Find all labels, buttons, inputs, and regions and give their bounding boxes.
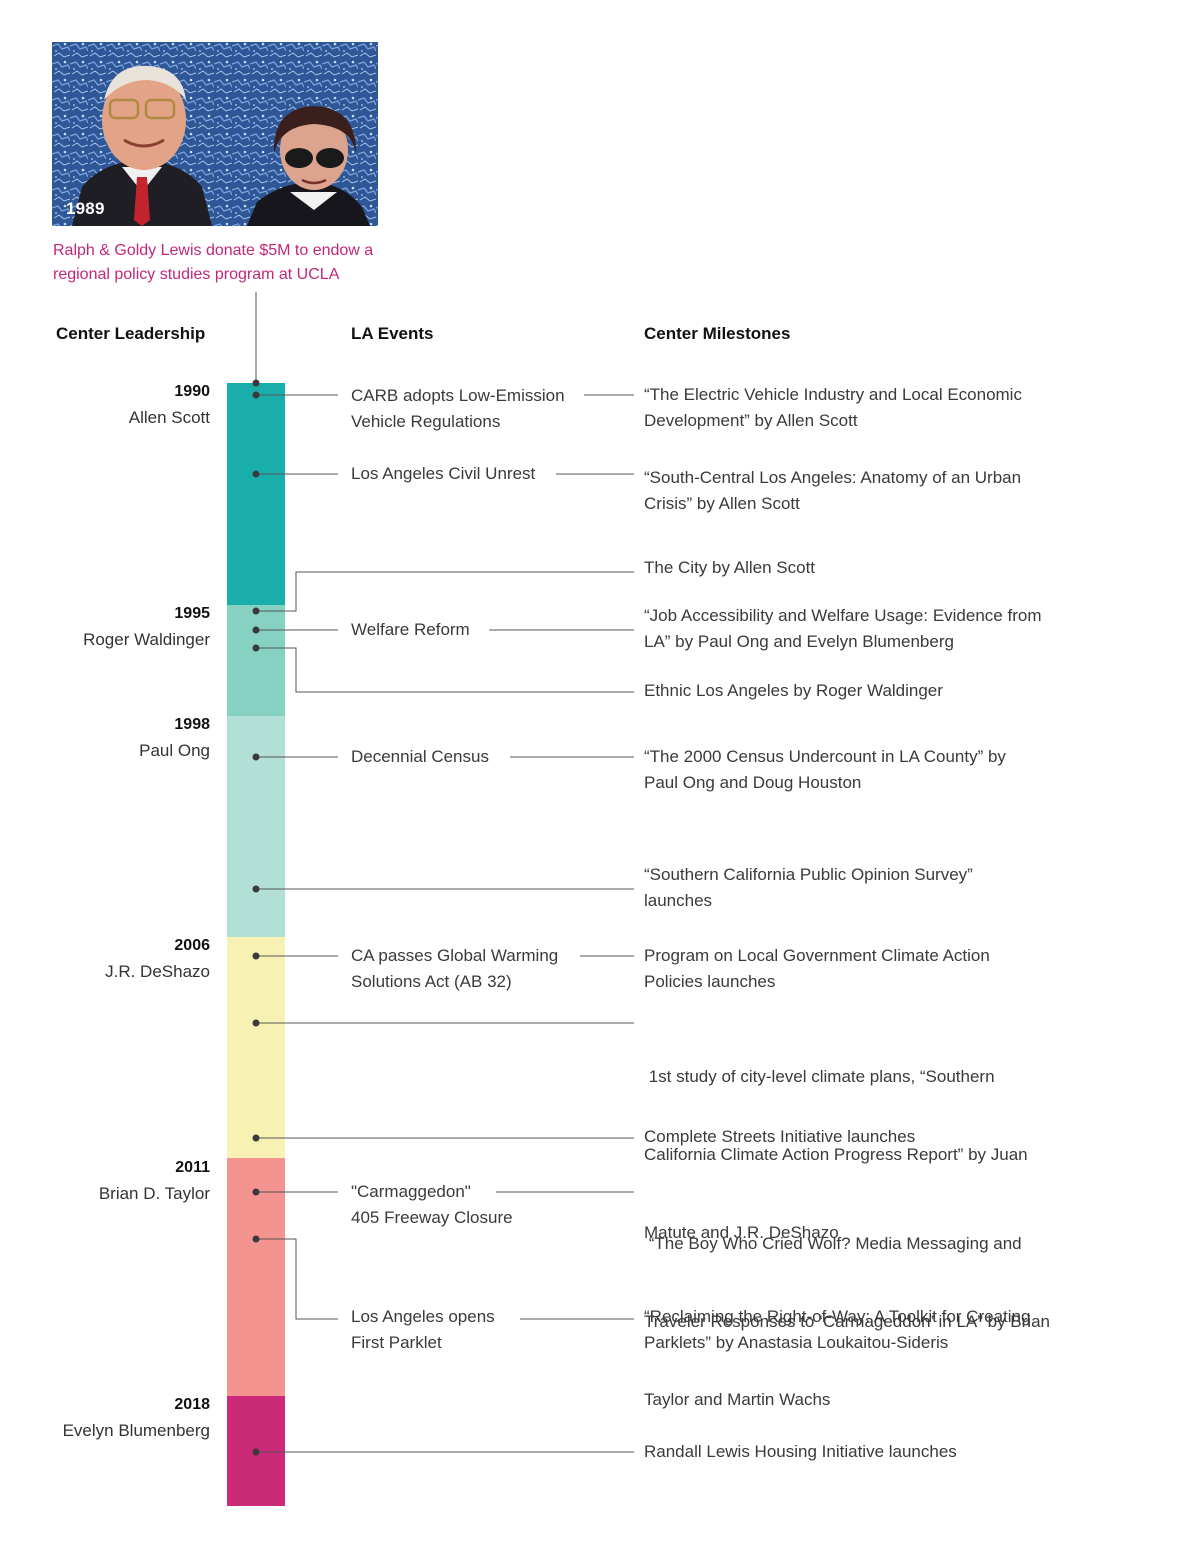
milestone-climate-action-program: Program on Local Government Climate Acti… — [644, 943, 990, 995]
leader-name: Brian D. Taylor — [98, 1184, 210, 1203]
founders-photo: 1989 — [52, 42, 378, 226]
leader-year: 1990 — [174, 383, 210, 400]
event-carmageddon: "Carmaggedon" 405 Freeway Closure — [351, 1179, 513, 1231]
milestone-boy-who-cried-wolf: “The Boy Who Cried Wolf? Media Messaging… — [644, 1179, 1050, 1439]
timeline-segment-ong — [227, 716, 285, 937]
leader-name: J.R. DeShazo — [105, 962, 210, 981]
milestone-line: Traveler Responses to ‘Carmageddon’ in L… — [644, 1312, 1050, 1331]
photo-year-label: 1989 — [66, 199, 105, 218]
event-ab32: CA passes Global Warming Solutions Act (… — [351, 943, 558, 995]
leader-year: 2011 — [175, 1159, 210, 1176]
leader-name: Evelyn Blumenberg — [62, 1421, 210, 1440]
timeline-segment-deshazo — [227, 937, 285, 1158]
leader-year: 1995 — [174, 605, 210, 622]
timeline-segment-scott — [227, 383, 285, 605]
milestone-the-city: The City by Allen Scott — [644, 555, 815, 581]
event-carb-regulations: CARB adopts Low-Emission Vehicle Regulat… — [351, 383, 565, 435]
milestone-line: Crisis” by Allen Scott — [644, 494, 800, 513]
milestone-line: “South-Central Los Angeles: Anatomy of a… — [644, 468, 1022, 487]
timeline-segment-taylor — [227, 1158, 285, 1396]
event-first-parklet: Los Angeles opens First Parklet — [351, 1304, 495, 1356]
leader-entry: 1998 Paul Ong — [139, 712, 210, 764]
milestone-opinion-survey: “Southern California Public Opinion Surv… — [644, 862, 973, 914]
milestone-line: Randall Lewis Housing Initiative launche… — [644, 1442, 957, 1461]
leadership-timeline-bar — [227, 383, 285, 1506]
milestone-ethnic-la: Ethnic Los Angeles by Roger Waldinger — [644, 678, 943, 704]
milestone-census-undercount: “The 2000 Census Undercount in LA County… — [644, 744, 1006, 796]
leader-year: 1998 — [174, 716, 210, 733]
leader-year: 2018 — [174, 1396, 210, 1413]
leader-name: Paul Ong — [139, 741, 210, 760]
header-center-milestones: Center Milestones — [644, 324, 791, 343]
milestone-line: California Climate Action Progress Repor… — [644, 1145, 1028, 1164]
milestone-line: “The 2000 Census Undercount in LA County… — [644, 747, 1006, 766]
milestone-job-accessibility: “Job Accessibility and Welfare Usage: Ev… — [644, 603, 1041, 655]
header-la-events: LA Events — [351, 324, 434, 343]
event-line: Solutions Act (AB 32) — [351, 972, 512, 991]
milestone-line: “Southern California Public Opinion Surv… — [644, 865, 973, 884]
milestone-line: Matute and J.R. DeShazo — [644, 1223, 839, 1242]
milestone-line: Complete Streets Initiative launches — [644, 1127, 916, 1146]
leader-year: 2006 — [174, 937, 210, 954]
event-welfare-reform: Welfare Reform — [351, 617, 470, 643]
milestone-complete-streets: Complete Streets Initiative launches — [644, 1124, 915, 1150]
milestone-climate-plans-study: 1st study of city-level climate plans, “… — [644, 1012, 1028, 1272]
event-line: Los Angeles opens — [351, 1307, 495, 1326]
milestone-line: launches — [644, 891, 713, 910]
milestone-line: “Reclaiming the Right-of-Way: A Toolkit … — [644, 1307, 1031, 1326]
timeline-segment-blumenberg — [227, 1396, 285, 1506]
event-line: CARB adopts Low-Emission — [351, 386, 565, 405]
milestone-line: Policies launches — [644, 972, 776, 991]
leader-entry: 1995 Roger Waldinger — [83, 601, 210, 653]
milestone-line: Parklets” by Anastasia Loukaitou-Sideris — [644, 1333, 949, 1352]
milestone-line: 1st study of city-level climate plans, “… — [644, 1067, 995, 1086]
founders-photo-illustration — [52, 42, 378, 226]
event-line: Los Angeles Civil Unrest — [351, 464, 536, 483]
milestone-housing-initiative: Randall Lewis Housing Initiative launche… — [644, 1439, 957, 1465]
founding-caption: Ralph & Goldy Lewis donate $5M to endow … — [53, 242, 374, 283]
event-civil-unrest: Los Angeles Civil Unrest — [351, 461, 535, 487]
milestone-line: “Job Accessibility and Welfare Usage: Ev… — [644, 606, 1042, 625]
milestone-reclaiming-right-of-way: “Reclaiming the Right-of-Way: A Toolkit … — [644, 1304, 1030, 1356]
header-center-leadership: Center Leadership — [56, 324, 206, 343]
timeline-segment-waldinger — [227, 605, 285, 716]
event-decennial-census: Decennial Census — [351, 744, 489, 770]
leader-entry: 2011 Brian D. Taylor — [99, 1155, 210, 1207]
event-line: "Carmaggedon" — [351, 1182, 471, 1201]
milestone-line: Taylor and Martin Wachs — [644, 1390, 831, 1409]
milestone-line: Development” by Allen Scott — [644, 411, 858, 430]
connector-line — [256, 571, 634, 612]
leader-name: Allen Scott — [128, 408, 210, 427]
milestone-electric-vehicle: “The Electric Vehicle Industry and Local… — [644, 382, 1022, 434]
milestone-line: “The Electric Vehicle Industry and Local… — [644, 385, 1022, 404]
milestone-line: Program on Local Government Climate Acti… — [644, 946, 990, 965]
milestone-line: Paul Ong and Doug Houston — [644, 773, 862, 792]
leader-entry: 2006 J.R. DeShazo — [105, 933, 210, 985]
connector-line — [256, 647, 634, 693]
milestone-line: The City by Allen Scott — [644, 558, 816, 577]
milestone-line: Ethnic Los Angeles by Roger Waldinger — [644, 681, 943, 700]
event-line: 405 Freeway Closure — [351, 1208, 513, 1227]
event-line: Welfare Reform — [351, 620, 470, 639]
event-line: Decennial Census — [351, 747, 489, 766]
event-line: Vehicle Regulations — [351, 412, 501, 431]
milestone-south-central-la: “South-Central Los Angeles: Anatomy of a… — [644, 465, 1021, 517]
leader-entry: 2018 Evelyn Blumenberg — [63, 1392, 210, 1444]
leader-entry: 1990 Allen Scott — [129, 379, 210, 431]
milestone-line: LA” by Paul Ong and Evelyn Blumenberg — [644, 632, 954, 651]
event-line: CA passes Global Warming — [351, 946, 559, 965]
event-line: First Parklet — [351, 1333, 442, 1352]
leader-name: Roger Waldinger — [83, 630, 210, 649]
milestone-line: “The Boy Who Cried Wolf? Media Messaging… — [644, 1234, 1022, 1253]
